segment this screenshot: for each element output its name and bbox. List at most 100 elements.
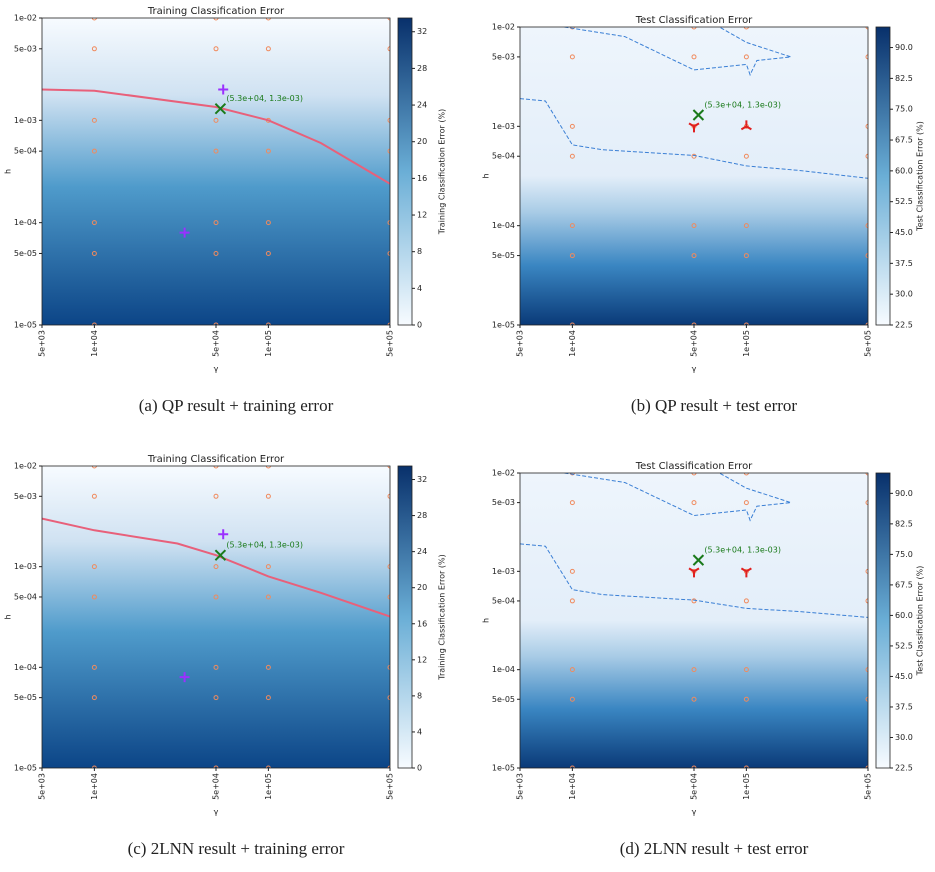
sample-point <box>213 46 219 52</box>
colorbar-tick-label: 30.0 <box>895 733 913 742</box>
sample-point <box>743 696 749 702</box>
marker-x <box>214 549 227 561</box>
sample-point <box>743 253 749 259</box>
sample-point <box>91 322 97 325</box>
sample-point <box>569 500 575 506</box>
y-tick-label: 5e-04 <box>492 152 515 161</box>
sample-point <box>265 220 271 226</box>
colorbar-label: Test Classification Error (%) <box>916 566 925 677</box>
colorbar-tick-label: 52.5 <box>895 641 913 650</box>
colorbar-tick-label: 20 <box>417 137 427 146</box>
sample-point <box>569 598 575 604</box>
y-tick-label: 5e-05 <box>14 249 37 258</box>
x-tick-label: 5e+03 <box>38 773 47 800</box>
sample-point <box>865 667 868 673</box>
x-tick-label: 1e+04 <box>568 330 577 357</box>
sample-point <box>265 664 271 670</box>
sample-point <box>91 220 97 226</box>
panel: Test Classification Error 5e+03 1e+04 5e+04… <box>482 15 925 415</box>
colorbar-tick-label: 60.0 <box>895 611 913 620</box>
chart-title: Test Classification Error <box>635 15 753 26</box>
panel: Training Classification Error 5e+03 1e+04 5… <box>4 454 447 858</box>
sample-point <box>265 695 271 701</box>
colorbar-tick-label: 0 <box>417 321 422 330</box>
sample-point <box>569 696 575 702</box>
x-tick-label: 5e+05 <box>864 330 873 357</box>
marker-tri_down <box>740 567 752 578</box>
x-tick-label: 1e+05 <box>742 773 751 800</box>
x-tick-label: 5e+04 <box>690 330 699 357</box>
sample-point <box>213 220 219 226</box>
sample-point <box>865 153 868 159</box>
y-tick-label: 5e-05 <box>492 251 515 260</box>
colorbar-tick-label: 67.5 <box>895 580 913 589</box>
sample-point <box>213 322 219 325</box>
marker-plus <box>218 84 229 95</box>
y-tick-label: 5e-03 <box>492 498 515 507</box>
panel: Test Classification Error 5e+03 1e+04 5e+04… <box>482 461 925 858</box>
sample-point <box>865 568 868 574</box>
colorbar-tick-label: 75.0 <box>895 550 913 559</box>
y-tick-label: 5e-05 <box>14 693 37 702</box>
colorbar-tick-label: 22.5 <box>895 764 913 773</box>
sample-point <box>91 18 97 21</box>
colorbar-tick-label: 45.0 <box>895 228 913 237</box>
y-tick-label: 1e-04 <box>492 665 515 674</box>
sample-point <box>91 493 97 499</box>
panel: Training Classification Error 5e+03 1e+04 5… <box>4 6 447 415</box>
sample-point <box>691 667 697 673</box>
sample-point <box>691 500 697 506</box>
colorbar <box>397 17 413 326</box>
y-tick-label: 1e-02 <box>492 23 515 32</box>
marker-plus <box>218 529 229 540</box>
sample-point <box>691 473 697 476</box>
sample-point <box>865 223 868 229</box>
x-tick-label: 5e+05 <box>864 773 873 800</box>
colorbar-tick-label: 90.0 <box>895 489 913 498</box>
sample-point <box>569 667 575 673</box>
contour-line <box>564 473 791 522</box>
sample-point <box>691 765 697 768</box>
x-tick-label: 1e+04 <box>568 773 577 800</box>
y-tick-label: 5e-03 <box>492 52 515 61</box>
colorbar-tick-label: 32 <box>417 27 427 36</box>
plot-area <box>520 473 868 768</box>
y-tick-label: 1e-03 <box>14 562 37 571</box>
sample-point <box>569 54 575 60</box>
colorbar-tick-label: 8 <box>417 691 422 700</box>
colorbar-tick-label: 28 <box>417 511 427 520</box>
sample-point <box>743 153 749 159</box>
x-tick-label: 5e+04 <box>690 773 699 800</box>
colorbar-tick-label: 60.0 <box>895 166 913 175</box>
plot-area <box>520 27 868 325</box>
y-tick-label: 5e-04 <box>14 147 37 156</box>
colorbar-tick-label: 22.5 <box>895 321 913 330</box>
sample-point <box>265 765 271 768</box>
sample-point <box>213 18 219 21</box>
chart-title: Test Classification Error <box>635 461 753 472</box>
sample-point <box>569 153 575 159</box>
y-tick-label: 5e-03 <box>14 492 37 501</box>
heatmap <box>42 18 390 325</box>
sample-point <box>691 598 697 604</box>
sample-point <box>213 564 219 570</box>
sample-point <box>213 664 219 670</box>
x-tick-label: 5e+04 <box>212 330 221 357</box>
colorbar-tick-label: 4 <box>417 284 422 293</box>
y-axis-label: h <box>4 614 13 619</box>
colorbar-tick-label: 75.0 <box>895 105 913 114</box>
colorbar-tick-label: 52.5 <box>895 197 913 206</box>
y-tick-label: 1e-04 <box>14 663 37 672</box>
heatmap <box>520 27 868 325</box>
point-annotation: (5.3e+04, 1.3e-03) <box>704 101 781 110</box>
sample-point <box>743 322 749 325</box>
colorbar-tick-label: 90.0 <box>895 43 913 52</box>
x-tick-label: 5e+03 <box>516 330 525 357</box>
y-tick-label: 1e-03 <box>14 116 37 125</box>
y-axis-label: h <box>482 173 491 178</box>
sample-point <box>865 598 868 604</box>
axes-frame <box>41 17 391 326</box>
plot-area <box>42 466 390 768</box>
chart-title: Training Classification Error <box>147 6 285 17</box>
